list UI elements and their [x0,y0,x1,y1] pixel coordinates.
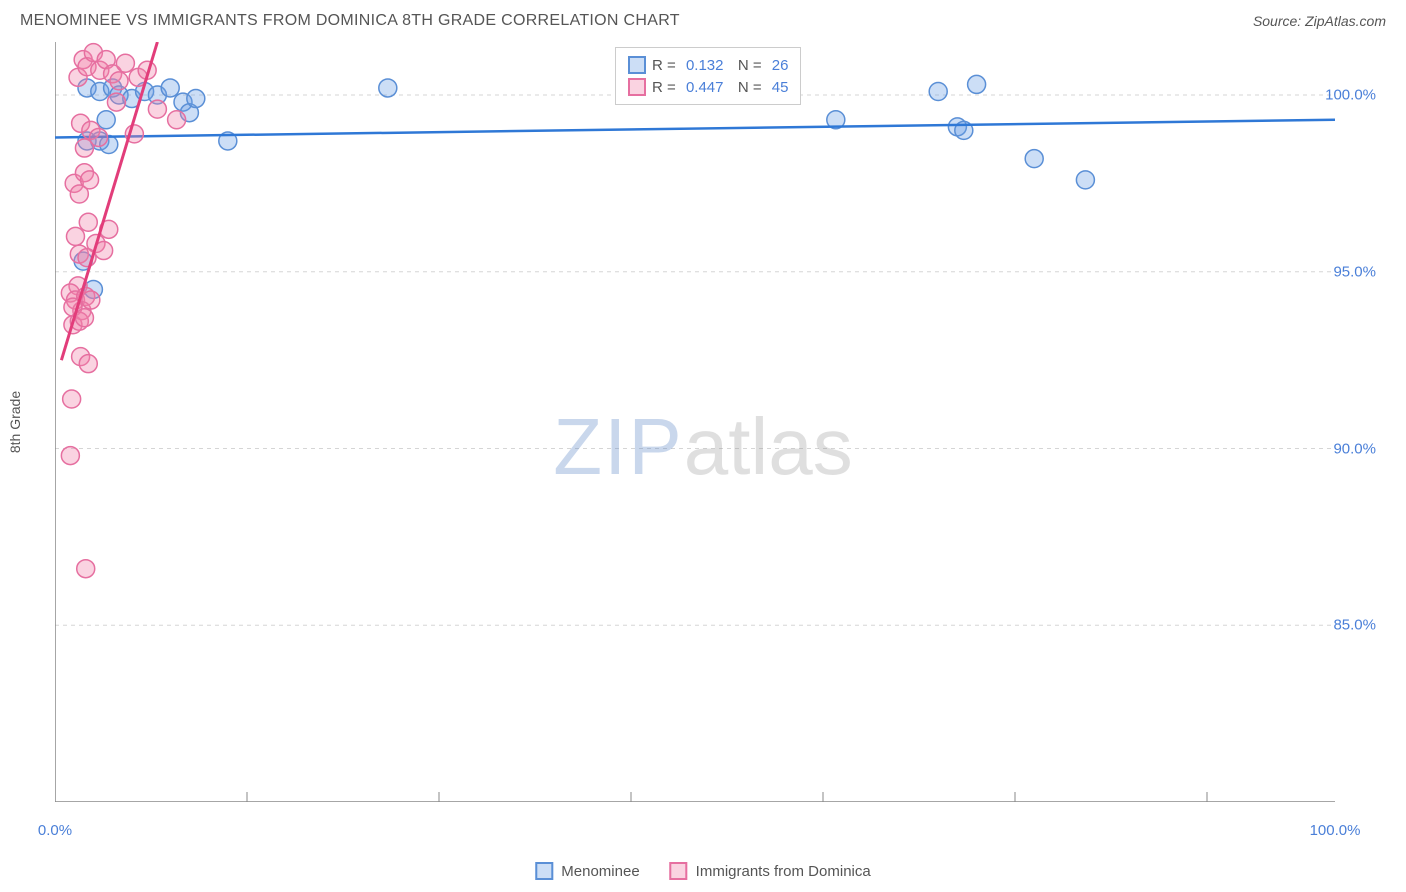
source-label: Source: ZipAtlas.com [1253,13,1386,29]
data-point [61,447,79,465]
data-point [75,309,93,327]
legend-swatch [535,862,553,880]
data-point [161,79,179,97]
x-tick-label: 100.0% [1310,822,1361,839]
data-point [79,355,97,373]
trend-line [55,120,1335,138]
data-point [66,227,84,245]
data-point [107,93,125,111]
y-tick-label: 90.0% [1333,440,1376,457]
chart-title: MENOMINEE VS IMMIGRANTS FROM DOMINICA 8T… [20,12,680,30]
data-point [81,171,99,189]
data-point [75,139,93,157]
data-point [77,560,95,578]
chart-area: 8th Grade ZIPatlas 85.0%90.0%95.0%100.0%… [20,42,1386,852]
legend-swatch [628,78,646,96]
data-point [379,79,397,97]
data-point [148,100,166,118]
legend-swatch [670,862,688,880]
data-point [1076,171,1094,189]
series-legend: Menominee Immigrants from Dominica [535,862,870,880]
data-point [168,111,186,129]
stats-legend: R = 0.132 N = 26 R = 0.447 N = 45 [615,47,801,105]
legend-item: Menominee [535,862,639,880]
data-point [116,54,134,72]
legend-item: Immigrants from Dominica [670,862,871,880]
data-point [968,75,986,93]
data-point [1025,150,1043,168]
stats-legend-row: R = 0.447 N = 45 [628,76,788,98]
stats-legend-row: R = 0.132 N = 26 [628,54,788,76]
data-point [82,291,100,309]
data-point [97,111,115,129]
y-axis-label: 8th Grade [7,391,23,453]
data-point [63,390,81,408]
data-point [79,213,97,231]
data-point [929,82,947,100]
data-point [110,72,128,90]
y-tick-label: 95.0% [1333,263,1376,280]
y-tick-label: 85.0% [1333,617,1376,634]
y-tick-label: 100.0% [1325,87,1376,104]
x-tick-label: 0.0% [38,822,72,839]
data-point [187,90,205,108]
scatter-plot [55,42,1335,802]
legend-swatch [628,56,646,74]
